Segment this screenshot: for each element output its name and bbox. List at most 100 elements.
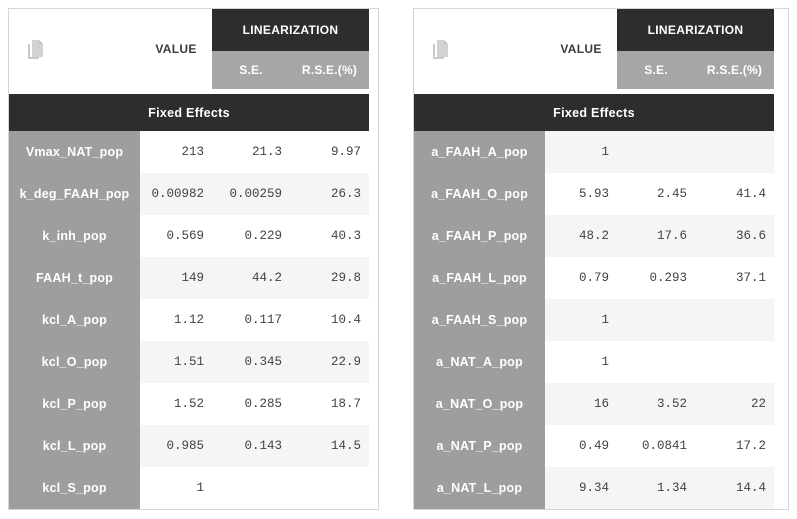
rse-cell <box>290 467 369 509</box>
table-header: VALUE LINEARIZATION S.E. R.S.E.(%) <box>414 9 788 89</box>
parameter-label: kcl_P_pop <box>9 383 140 425</box>
table-row: a_FAAH_S_pop 1 <box>414 299 774 341</box>
se-cell: 0.0841 <box>641 439 687 453</box>
table-row: a_NAT_L_pop 9.34 1.34 14.4 <box>414 467 774 509</box>
column-header-value: VALUE <box>155 42 197 56</box>
rse-cell: 37.1 <box>735 271 766 285</box>
linearization-header-block: LINEARIZATION S.E. R.S.E.(%) <box>617 9 774 89</box>
parameter-label: a_NAT_A_pop <box>414 341 545 383</box>
rse-cell <box>695 299 774 341</box>
value-cell: 149 <box>181 271 204 285</box>
parameter-label: a_NAT_P_pop <box>414 425 545 467</box>
value-cell: 1.12 <box>173 313 204 327</box>
parameter-label: a_FAAH_O_pop <box>414 173 545 215</box>
linearization-subheader: S.E. R.S.E.(%) <box>212 51 369 89</box>
parameter-label: a_FAAH_S_pop <box>414 299 545 341</box>
value-cell: 9.34 <box>578 481 609 495</box>
rse-cell: 29.8 <box>330 271 361 285</box>
rse-cell: 41.4 <box>735 187 766 201</box>
parameter-label: kcl_O_pop <box>9 341 140 383</box>
rse-cell <box>695 131 774 173</box>
se-cell: 17.6 <box>656 229 687 243</box>
se-cell <box>617 299 695 341</box>
section-header-fixed-effects: Fixed Effects <box>414 94 774 131</box>
rse-cell <box>695 341 774 383</box>
value-cell: 1 <box>601 145 609 159</box>
table-row: kcl_O_pop 1.51 0.345 22.9 <box>9 341 369 383</box>
value-cell: 1 <box>196 481 204 495</box>
se-cell: 0.285 <box>244 397 282 411</box>
value-cell: 0.79 <box>578 271 609 285</box>
table-row: a_FAAH_L_pop 0.79 0.293 37.1 <box>414 257 774 299</box>
se-cell: 0.00259 <box>229 187 282 201</box>
se-cell: 0.229 <box>244 229 282 243</box>
column-header-rse: R.S.E.(%) <box>706 63 763 77</box>
table-row: kcl_L_pop 0.985 0.143 14.5 <box>9 425 369 467</box>
column-header-se: S.E. <box>644 63 668 77</box>
table-body: Vmax_NAT_pop 213 21.3 9.97 k_deg_FAAH_po… <box>9 131 369 509</box>
parameter-label: kcl_L_pop <box>9 425 140 467</box>
fixed-effects-table-right: VALUE LINEARIZATION S.E. R.S.E.(%) Fixed… <box>413 8 789 510</box>
section-header-fixed-effects: Fixed Effects <box>9 94 369 131</box>
fixed-effects-table-left: VALUE LINEARIZATION S.E. R.S.E.(%) Fixed… <box>8 8 379 510</box>
table-row: a_FAAH_P_pop 48.2 17.6 36.6 <box>414 215 774 257</box>
table-row: k_deg_FAAH_pop 0.00982 0.00259 26.3 <box>9 173 369 215</box>
table-row: kcl_P_pop 1.52 0.285 18.7 <box>9 383 369 425</box>
se-cell: 0.293 <box>649 271 687 285</box>
value-cell: 1 <box>601 313 609 327</box>
column-header-linearization: LINEARIZATION <box>617 9 774 51</box>
table-row: a_NAT_P_pop 0.49 0.0841 17.2 <box>414 425 774 467</box>
rse-cell: 14.4 <box>735 481 766 495</box>
column-header-rse: R.S.E.(%) <box>301 63 358 77</box>
linearization-subheader: S.E. R.S.E.(%) <box>617 51 774 89</box>
table-body: a_FAAH_A_pop 1 a_FAAH_O_pop 5.93 2.45 41… <box>414 131 774 509</box>
parameter-label: k_deg_FAAH_pop <box>9 173 140 215</box>
rse-cell: 22.9 <box>330 355 361 369</box>
value-cell: 48.2 <box>578 229 609 243</box>
rse-cell: 26.3 <box>330 187 361 201</box>
column-header-linearization: LINEARIZATION <box>212 9 369 51</box>
parameter-label: a_FAAH_A_pop <box>414 131 545 173</box>
table-row: Vmax_NAT_pop 213 21.3 9.97 <box>9 131 369 173</box>
se-cell: 0.345 <box>244 355 282 369</box>
table-row: a_NAT_A_pop 1 <box>414 341 774 383</box>
se-cell <box>212 467 290 509</box>
copy-table-button[interactable] <box>25 38 45 62</box>
rse-cell: 40.3 <box>330 229 361 243</box>
se-cell: 44.2 <box>251 271 282 285</box>
copy-table-button[interactable] <box>430 38 450 62</box>
parameter-label: FAAH_t_pop <box>9 257 140 299</box>
value-cell: 0.00982 <box>151 187 204 201</box>
rse-cell: 22 <box>750 397 766 411</box>
parameter-label: k_inh_pop <box>9 215 140 257</box>
table-header: VALUE LINEARIZATION S.E. R.S.E.(%) <box>9 9 378 89</box>
copy-icon <box>433 40 448 59</box>
rse-cell: 36.6 <box>735 229 766 243</box>
table-row: kcl_A_pop 1.12 0.117 10.4 <box>9 299 369 341</box>
copy-icon <box>28 40 43 59</box>
value-cell: 0.569 <box>166 229 204 243</box>
parameter-label: kcl_S_pop <box>9 467 140 509</box>
se-cell: 0.143 <box>244 439 282 453</box>
column-header-se: S.E. <box>239 63 263 77</box>
table-row: a_FAAH_A_pop 1 <box>414 131 774 173</box>
se-cell: 3.52 <box>656 397 687 411</box>
table-row: a_NAT_O_pop 16 3.52 22 <box>414 383 774 425</box>
value-cell: 1 <box>601 355 609 369</box>
se-cell: 21.3 <box>251 145 282 159</box>
table-row: k_inh_pop 0.569 0.229 40.3 <box>9 215 369 257</box>
table-row: FAAH_t_pop 149 44.2 29.8 <box>9 257 369 299</box>
parameter-label: Vmax_NAT_pop <box>9 131 140 173</box>
parameter-label: a_FAAH_L_pop <box>414 257 545 299</box>
parameter-label: kcl_A_pop <box>9 299 140 341</box>
rse-cell: 17.2 <box>735 439 766 453</box>
value-cell: 1.52 <box>173 397 204 411</box>
se-cell: 0.117 <box>244 313 282 327</box>
se-cell <box>617 131 695 173</box>
rse-cell: 18.7 <box>330 397 361 411</box>
value-cell: 1.51 <box>173 355 204 369</box>
column-header-value: VALUE <box>560 42 602 56</box>
table-row: a_FAAH_O_pop 5.93 2.45 41.4 <box>414 173 774 215</box>
value-cell: 0.985 <box>166 439 204 453</box>
table-row: kcl_S_pop 1 <box>9 467 369 509</box>
